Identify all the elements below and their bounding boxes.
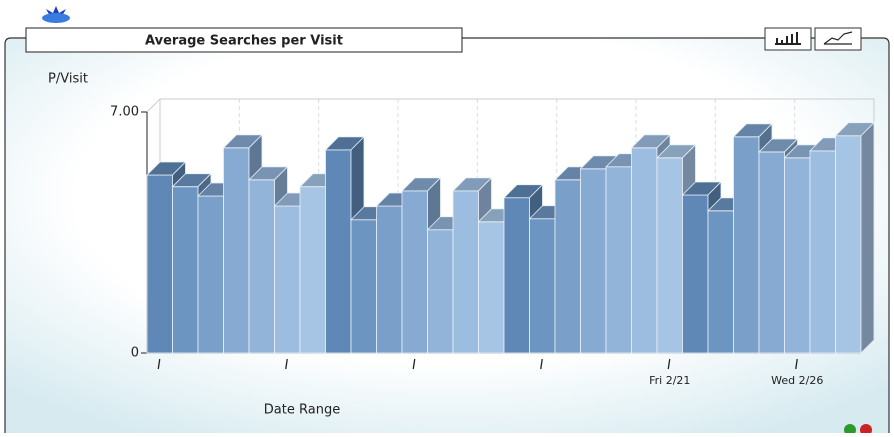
x-tick (157, 358, 161, 370)
bar-front (325, 149, 352, 354)
bar-front (707, 210, 734, 354)
bar-view-button[interactable] (764, 27, 812, 51)
bar-front (835, 135, 862, 354)
bar-front (172, 186, 199, 354)
line-view-button[interactable] (814, 27, 862, 51)
bar-front (376, 205, 403, 354)
bar-front (248, 179, 275, 354)
x-tick (667, 358, 671, 370)
x-tick (795, 358, 798, 370)
bar-front (733, 136, 760, 354)
y-tick-label: 0 (131, 346, 139, 361)
bar-front (758, 151, 785, 354)
title-box (25, 27, 463, 53)
grid-line (146, 98, 874, 113)
bar-front (809, 150, 836, 354)
logo-icon (42, 6, 70, 23)
bar-front (146, 174, 173, 354)
bar-front (350, 219, 377, 354)
bar-front (529, 218, 556, 354)
y-tick-label: 7.00 (110, 105, 139, 120)
x-tick (412, 358, 416, 370)
bar-front (605, 166, 632, 354)
bar-front (580, 168, 607, 354)
bar-front (784, 157, 811, 354)
bar-front (452, 190, 479, 354)
x-tick-label: Fri 2/21 (649, 374, 690, 387)
bar-front (274, 205, 301, 354)
bar-front (401, 190, 428, 354)
bar-side (860, 121, 875, 354)
bar-front (682, 194, 709, 354)
x-tick-label: Wed 2/26 (771, 374, 823, 387)
bar-front (656, 157, 683, 354)
bar-front (223, 147, 250, 354)
bar-front (503, 197, 530, 354)
x-tick (540, 358, 543, 370)
x-axis-label: Date Range (264, 403, 340, 418)
bar-front (478, 221, 505, 354)
bar-front (631, 147, 658, 354)
bar-front (427, 229, 454, 354)
x-tick (285, 358, 288, 370)
chart-title: Average Searches per Visit (145, 34, 343, 49)
y-axis-label: P/Visit (48, 72, 88, 87)
bar-front (197, 195, 224, 354)
bar-front (299, 186, 326, 354)
bar-front (554, 179, 581, 354)
